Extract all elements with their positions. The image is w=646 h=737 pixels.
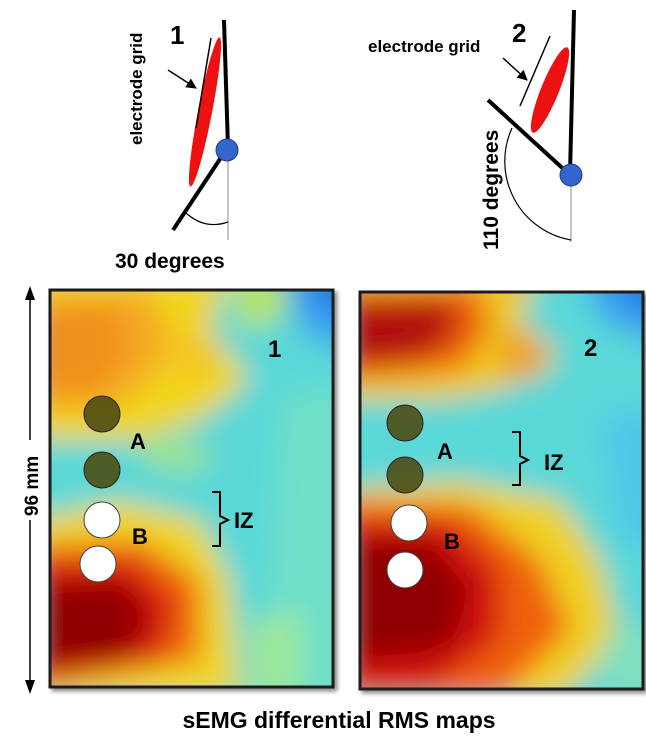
map-number: 1 (268, 336, 281, 363)
iz-bracket (512, 431, 531, 486)
electrode-b-lower (386, 551, 424, 589)
electrode-a-lower (83, 451, 121, 489)
electrode-b-upper (83, 501, 121, 539)
label-a: A (437, 439, 453, 464)
angle-arc (504, 127, 572, 241)
angled-segment (171, 148, 228, 232)
label-a: A (130, 429, 146, 454)
scale-label-bg (18, 440, 42, 520)
joint-circle (559, 163, 583, 187)
map-1-markers: A B IZ 1 (79, 336, 281, 583)
figure-caption: sEMG differential RMS maps (182, 707, 495, 733)
electrode-a-upper (386, 404, 424, 442)
rms-map-2 (358, 290, 645, 691)
electrode-grid-shape (530, 47, 570, 133)
joint-circle (215, 138, 239, 162)
scale-bar: 96 mm (18, 286, 43, 694)
vertical-segment-upper (568, 9, 576, 175)
angle-arc (185, 212, 229, 226)
map-number: 2 (584, 335, 597, 362)
pointer-arrow (502, 57, 528, 81)
electrode-b-lower (79, 545, 117, 583)
electrode-grid-outline (519, 35, 551, 107)
joint-diagram-1: 1 electrode grid 30 degrees (115, 19, 239, 273)
electrode-grid-shape (188, 37, 222, 187)
pointer-arrow (167, 69, 197, 89)
scale-label: 96 mm (22, 456, 43, 516)
electrode-a-upper (83, 395, 121, 433)
diagram-number: 2 (512, 18, 526, 48)
scale-arrow-top (25, 286, 35, 300)
label-b: B (444, 529, 460, 554)
angled-segment (486, 98, 572, 177)
angle-label: 110 degrees (480, 130, 503, 250)
electrode-a-lower (386, 456, 424, 494)
label-iz: IZ (234, 508, 254, 533)
map-2-markers: A B IZ 2 (386, 335, 597, 589)
scale-arrow-bottom (25, 680, 35, 694)
angle-label: 30 degrees (115, 250, 225, 273)
electrode-grid-label: electrode grid (368, 37, 480, 56)
joint-diagram-2: 2 electrode grid 110 degrees (368, 9, 583, 250)
electrode-grid-outline (195, 37, 212, 129)
electrode-b-upper (390, 504, 428, 542)
label-b: B (132, 524, 148, 549)
label-iz: IZ (544, 450, 564, 475)
electrode-grid-label: electrode grid (127, 33, 146, 145)
diagram-number: 1 (170, 20, 184, 50)
vertical-segment-upper (222, 19, 230, 149)
iz-bracket (212, 491, 231, 547)
rms-map-1 (48, 288, 335, 689)
